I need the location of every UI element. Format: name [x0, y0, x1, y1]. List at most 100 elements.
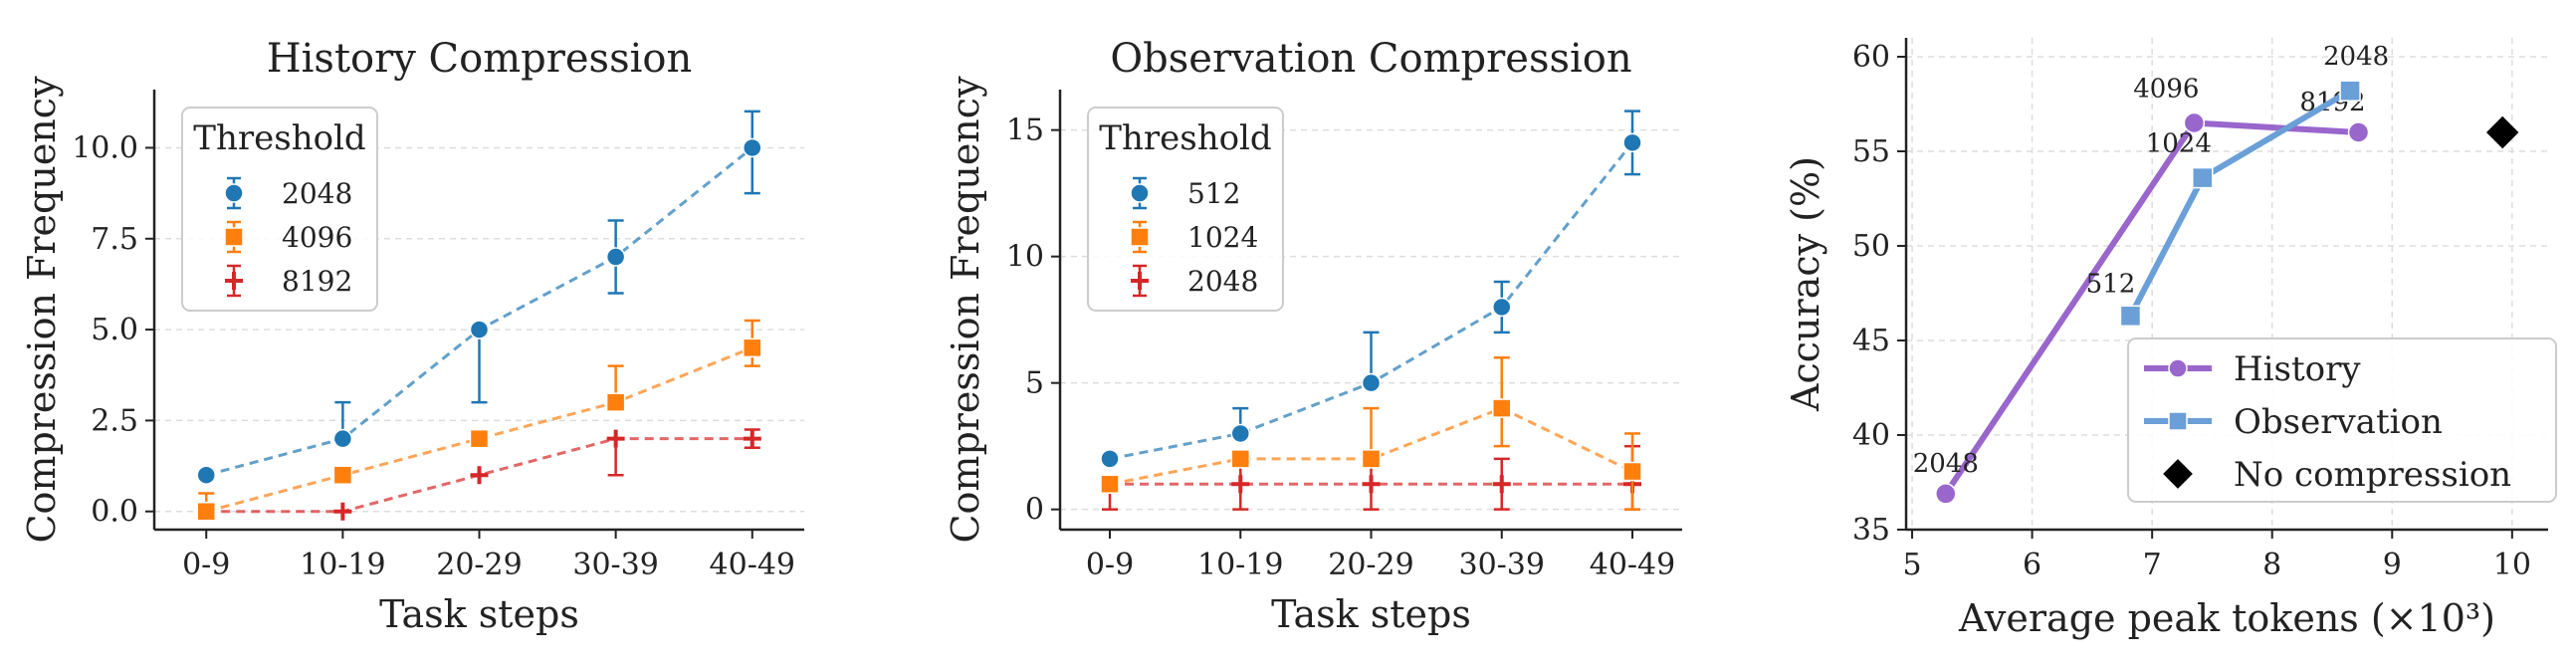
- chart-1: 0 5 10 15 0-9 10-19 20-29 30-39 40-49 Observation…: [944, 36, 1682, 636]
- data-point: [743, 429, 761, 448]
- x-tick-label: 9: [2383, 548, 2402, 582]
- point-label: 2048: [1913, 449, 1979, 479]
- data-point: [470, 466, 489, 485]
- point-label: 512: [2086, 269, 2136, 299]
- data-point: [743, 337, 762, 358]
- legend-marker: [2168, 411, 2188, 431]
- data-point: [605, 392, 626, 412]
- legend-frame: [1087, 107, 1284, 312]
- series-512: [1100, 110, 1642, 469]
- legend-frame: [2127, 337, 2557, 503]
- y-tick-label: 55: [1852, 134, 1890, 169]
- x-tick-label: 20-29: [436, 548, 522, 582]
- point-label: 4096: [2133, 75, 2199, 105]
- x-tick-label: 40-49: [1590, 548, 1675, 582]
- data-point: [1231, 475, 1250, 494]
- data-point: [606, 429, 625, 448]
- series-observation: 512 1024 2048: [2086, 42, 2389, 328]
- data-point: [2347, 121, 2370, 143]
- data-point: [469, 428, 490, 449]
- data-point: [332, 428, 353, 449]
- point-label: 2048: [2323, 42, 2389, 72]
- legend-marker: [1130, 183, 1150, 203]
- data-point: [1230, 449, 1250, 469]
- data-point: [1361, 372, 1382, 393]
- legend-title: Threshold: [193, 118, 365, 158]
- data-point: [1100, 474, 1120, 495]
- data-point: [2119, 305, 2142, 328]
- x-tick-label: 6: [2023, 548, 2041, 582]
- chart-title: Observation Compression: [1110, 36, 1631, 82]
- y-axis-label: Compression Frequency: [20, 76, 64, 544]
- x-tick-label: 10-19: [300, 548, 385, 582]
- legend-marker: [1131, 272, 1149, 290]
- data-point: [469, 320, 490, 339]
- legend-marker: [225, 272, 243, 290]
- y-axis-label: Compression Frequency: [944, 76, 987, 544]
- series-line: [1109, 406, 1633, 486]
- legend-label: No compression: [2234, 455, 2511, 495]
- legend: Threshold 512 1024 2048: [1087, 107, 1284, 312]
- legend-label: 2048: [1187, 265, 1258, 298]
- x-tick-label: 0-9: [1086, 548, 1134, 582]
- y-tick-label: 2.5: [91, 403, 138, 438]
- x-tick-label: 30-39: [1459, 548, 1545, 582]
- y-tick-label: 7.5: [91, 222, 138, 257]
- legend-title: Threshold: [1099, 118, 1271, 158]
- legend-label: 512: [1187, 177, 1240, 210]
- legend-marker: [224, 183, 244, 203]
- x-tick-label: 40-49: [710, 548, 795, 582]
- data-point: [1492, 398, 1512, 418]
- x-tick-label: 30-39: [572, 548, 658, 582]
- series-8192: [197, 428, 761, 521]
- data-point: [1622, 132, 1642, 153]
- x-tick-label: 8: [2262, 548, 2281, 582]
- chart-0: 0.0 2.5 5.0 7.5 10.0 0-9 10-19 20-29 30-39 40-49 H…: [20, 36, 804, 636]
- x-tick-label: 0-9: [182, 548, 230, 582]
- x-axis-label: Task steps: [1271, 592, 1471, 636]
- data-point: [1935, 483, 1957, 505]
- legend-label: 1024: [1187, 221, 1258, 254]
- y-tick-label: 5.0: [91, 313, 138, 347]
- x-tick-label: 5: [1902, 548, 1921, 582]
- legend-label: 4096: [282, 221, 352, 254]
- x-tick-label: 10: [2493, 548, 2531, 582]
- data-point: [2183, 112, 2206, 134]
- x-tick-label: 10-19: [1197, 548, 1283, 582]
- legend-marker: [2163, 459, 2193, 489]
- data-point: [196, 465, 216, 485]
- y-tick-label: 5: [1025, 366, 1044, 401]
- y-tick-label: 0: [1025, 493, 1044, 528]
- x-tick-label: 7: [2143, 548, 2162, 582]
- legend: History Observation No compression: [2127, 337, 2557, 503]
- data-point: [1492, 475, 1511, 494]
- y-tick-label: 60: [1852, 40, 1890, 75]
- data-point: [1230, 423, 1250, 444]
- legend-label: Observation: [2234, 402, 2443, 442]
- legend-label: 8192: [282, 265, 352, 298]
- y-axis-label: Accuracy (%): [1784, 156, 1827, 412]
- data-point: [743, 137, 762, 158]
- data-point: [1362, 475, 1381, 494]
- data-point: [2339, 80, 2361, 102]
- legend-frame: [181, 107, 378, 312]
- point-label: 1024: [2146, 129, 2212, 159]
- series-1024: [1100, 356, 1642, 511]
- y-tick-label: 40: [1852, 418, 1890, 453]
- y-tick-label: 10.0: [72, 130, 138, 165]
- y-tick-label: 35: [1852, 513, 1890, 548]
- legend: Threshold 2048 4096 8192: [181, 107, 378, 312]
- data-point: [2485, 115, 2519, 149]
- chart-2: 5 6 7 8 9 10 35 40 45 50 55 60 Average peak tokens (…: [1784, 38, 2557, 640]
- series-2048: [196, 110, 762, 485]
- data-point: [1361, 449, 1382, 469]
- y-tick-label: 0.0: [91, 495, 138, 530]
- legend-label: History: [2234, 349, 2361, 389]
- legend-marker: [224, 227, 244, 247]
- series-line: [206, 437, 752, 514]
- data-point: [1100, 449, 1120, 469]
- data-point: [333, 502, 352, 521]
- data-point: [2192, 166, 2214, 189]
- y-tick-label: 10: [1006, 240, 1044, 275]
